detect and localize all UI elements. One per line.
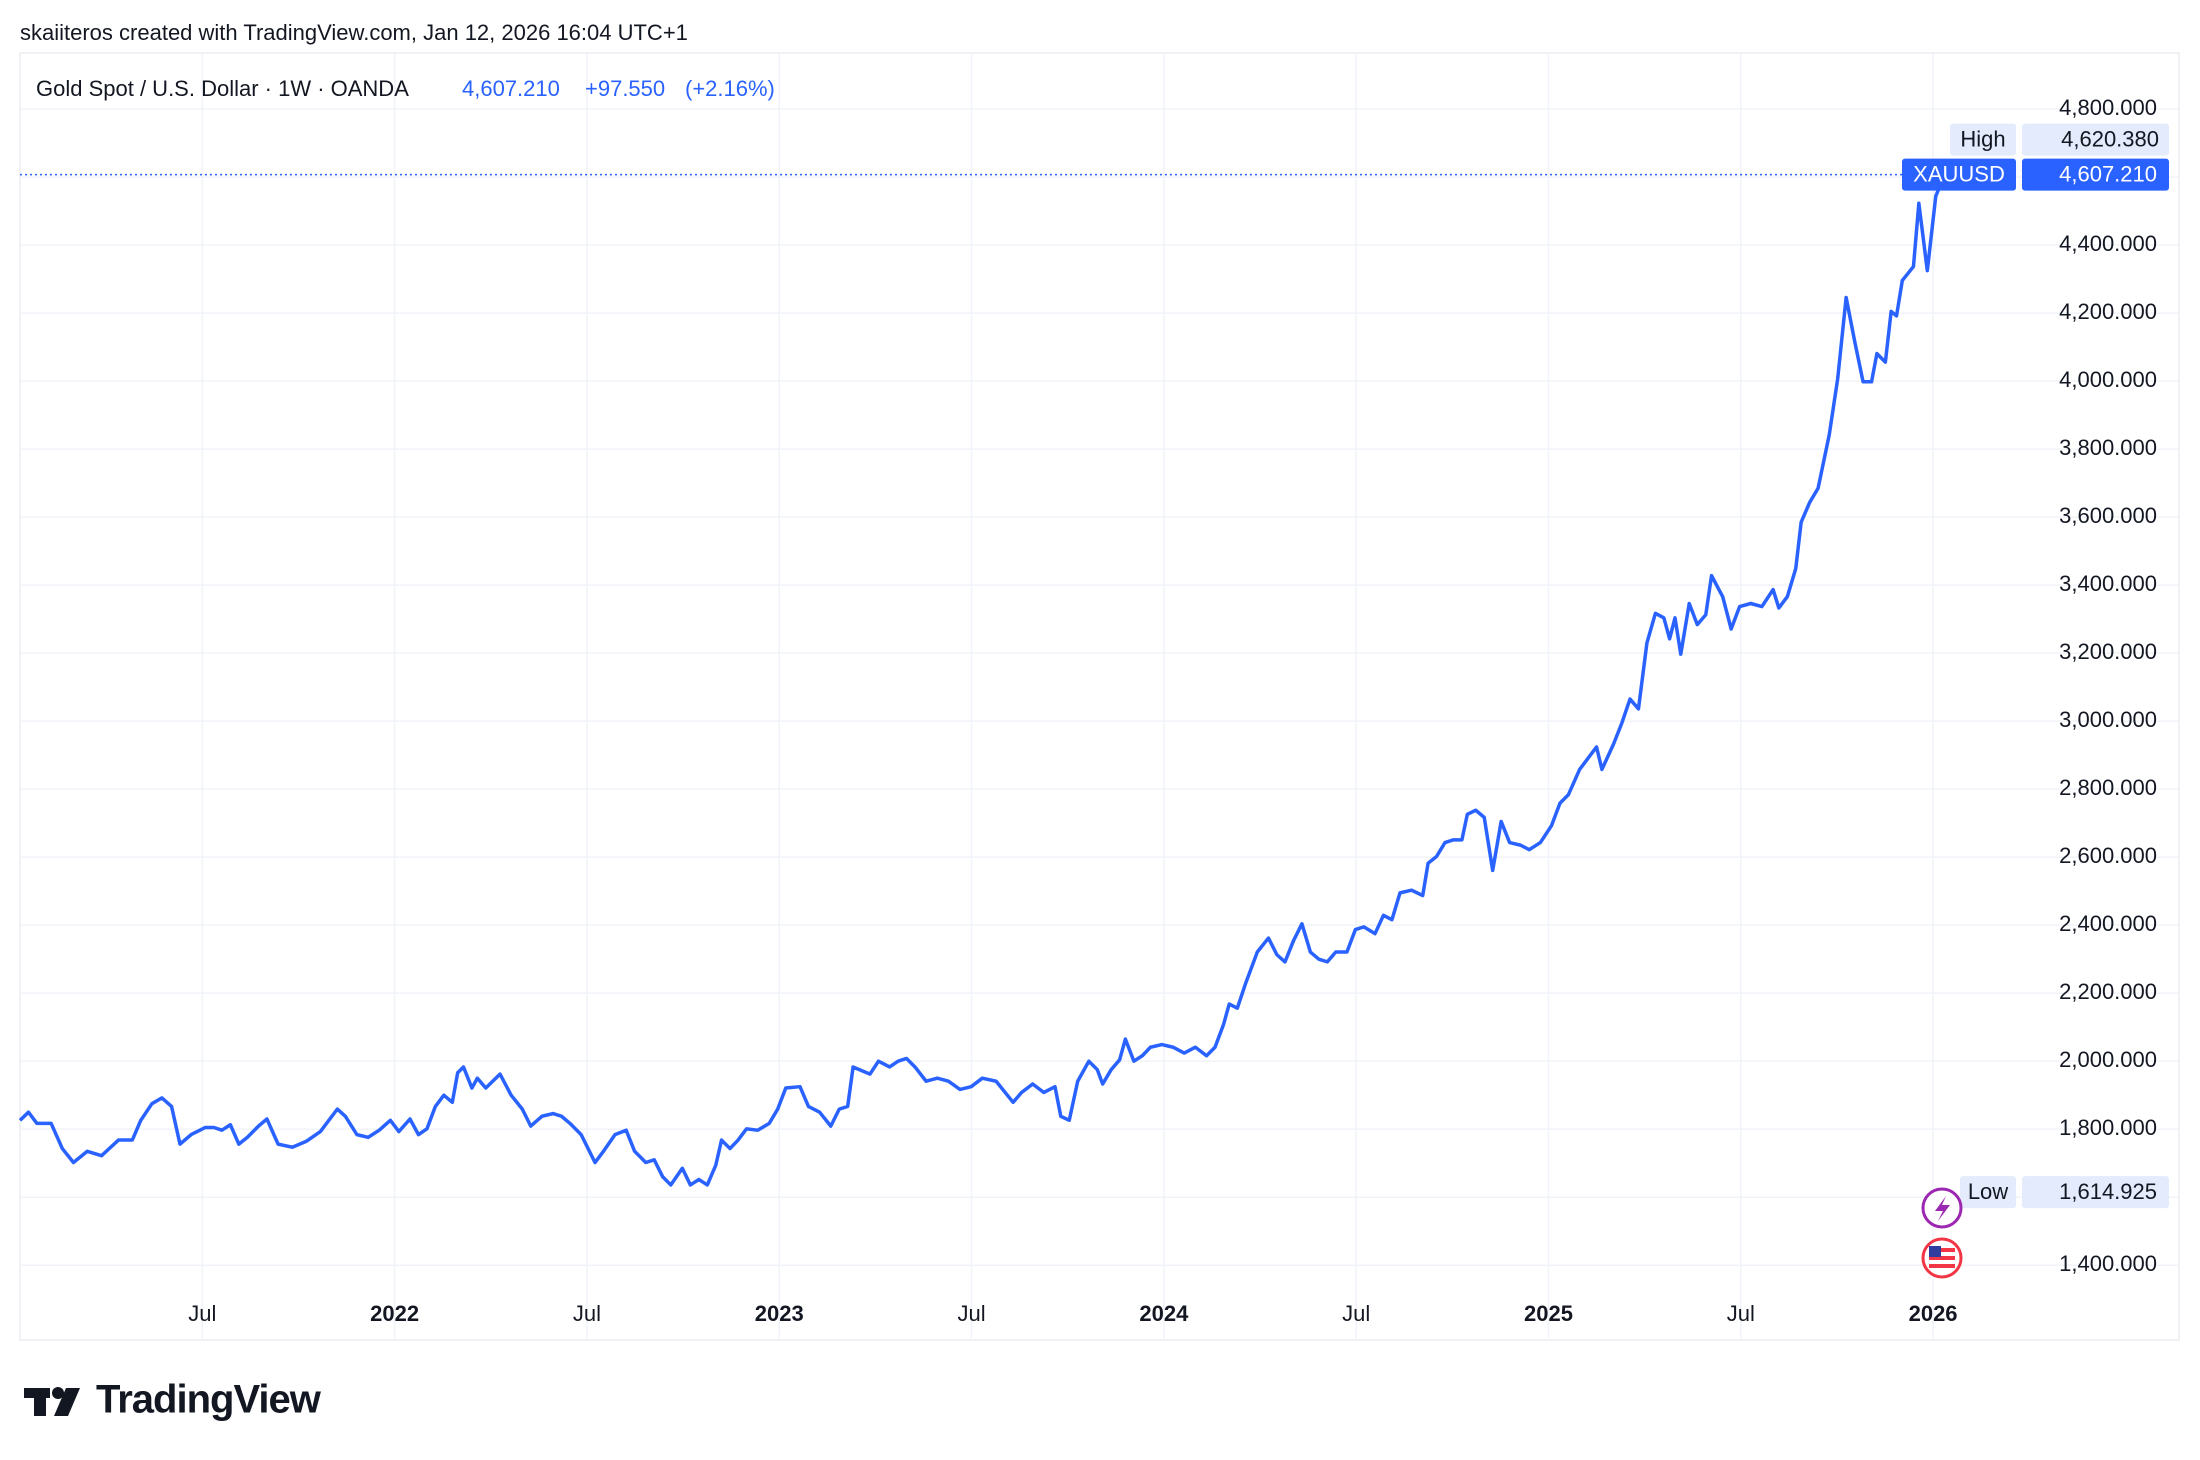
series-name-badge-bg	[1902, 158, 2016, 191]
y-tick-label: 1,800.000	[2059, 1115, 2157, 1140]
legend-change-pct: (+2.16%)	[685, 76, 775, 101]
last-price-marker	[2022, 158, 2169, 191]
plot	[18, 173, 1947, 1187]
x-tick-label: 2022	[370, 1301, 419, 1326]
low-name: Low	[1968, 1179, 2008, 1204]
x-tick-label: Jul	[1727, 1301, 1755, 1326]
y-tick-label: 3,800.000	[2059, 435, 2157, 460]
legend-change: +97.550	[585, 76, 665, 101]
chart-frame	[19, 52, 2180, 1341]
low-name-bg	[1960, 1176, 2016, 1209]
logo-text: TradingView	[96, 1378, 322, 1422]
series-name-badge: XAUUSD	[1913, 161, 2005, 186]
low-label: 1,614.925	[2059, 1179, 2157, 1204]
high-name: High	[1960, 126, 2005, 151]
x-tick-label: Jul	[957, 1301, 985, 1326]
high-label-bg	[2022, 123, 2169, 156]
event-icons	[1921, 1187, 1963, 1279]
low-marker	[2022, 1176, 2169, 1209]
y-tick-label: 4,800.000	[2059, 95, 2157, 120]
y-tick-label: 1,400.000	[2059, 1251, 2157, 1276]
y-tick-label: 2,600.000	[2059, 843, 2157, 868]
y-tick-label: 2,000.000	[2059, 1047, 2157, 1072]
x-tick-label: Jul	[1342, 1301, 1370, 1326]
price-line	[18, 173, 1947, 1187]
y-tick-label: 3,600.000	[2059, 503, 2157, 528]
overlay: 1,400.0001,600.0001,800.0002,000.0002,20…	[188, 95, 2169, 1326]
x-tick-label: Jul	[573, 1301, 601, 1326]
chart-title: Gold Spot / U.S. Dollar · 1W · OANDA	[36, 76, 409, 101]
y-tick-label: 4,000.000	[2059, 367, 2157, 392]
x-tick-label: 2024	[1139, 1301, 1189, 1326]
logo-icon	[24, 1387, 80, 1416]
y-tick-label: 2,200.000	[2059, 979, 2157, 1004]
y-tick-label: 3,400.000	[2059, 571, 2157, 596]
x-tick-label: Jul	[188, 1301, 216, 1326]
header: skaiiteros created with TradingView.com,…	[20, 20, 688, 45]
x-tick-label: 2025	[1524, 1301, 1573, 1326]
high-name-bg	[1950, 123, 2016, 156]
high-label: 4,620.380	[2061, 126, 2159, 151]
last-price-label: 4,607.210	[2059, 161, 2157, 186]
legend-price: 4,607.210	[462, 76, 560, 101]
grid	[20, 53, 2179, 1340]
y-tick-label: 4,200.000	[2059, 299, 2157, 324]
y-tick-label: 3,000.000	[2059, 707, 2157, 732]
y-tick-label: 2,400.000	[2059, 911, 2157, 936]
high-marker	[2020, 170, 2022, 172]
x-tick-label: 2026	[1909, 1301, 1958, 1326]
x-tick-label: 2023	[755, 1301, 804, 1326]
y-tick-label: 2,800.000	[2059, 775, 2157, 800]
y-tick-label: 3,200.000	[2059, 639, 2157, 664]
y-tick-label: 4,400.000	[2059, 231, 2157, 256]
